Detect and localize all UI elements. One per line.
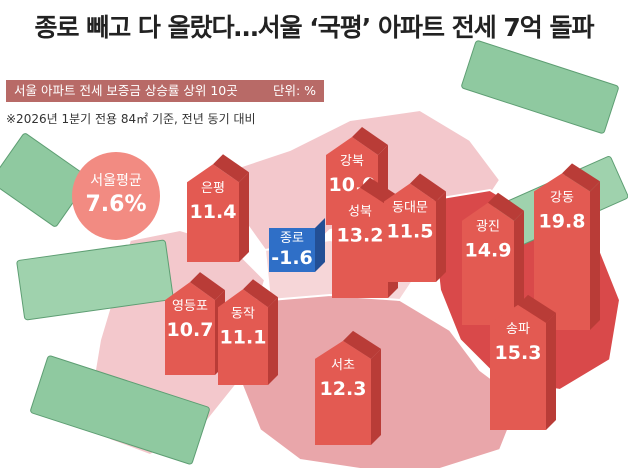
page-title: 종로 빼고 다 올랐다…서울 ‘국평’ 아파트 전세 7억 돌파 — [34, 13, 594, 42]
bar-광진: 광진 14.9 — [462, 192, 524, 325]
bar-front — [332, 187, 388, 298]
value-label: 12.3 — [320, 378, 367, 400]
bar-서초: 서초 12.3 — [315, 330, 381, 445]
seoul-average-value: 7.6% — [85, 192, 147, 217]
value-label: 11.5 — [387, 221, 434, 243]
bar-front — [315, 340, 371, 445]
footnote: ※2026년 1분기 전용 84㎡ 기준, 전년 동기 대비 — [6, 112, 256, 126]
bar-roof — [352, 127, 388, 155]
bar-side — [436, 191, 446, 282]
category-label: 종로 — [280, 231, 304, 246]
seoul-average-label: 서울평균 — [90, 173, 142, 189]
bar-송파: 송파 15.3 — [490, 294, 556, 430]
bar-side — [268, 297, 278, 385]
bar-front — [218, 289, 268, 385]
bar-동작: 동작 11.1 — [218, 279, 278, 385]
bar-side — [514, 210, 524, 325]
bar-강동: 강동 19.8 — [534, 163, 600, 330]
bar-side — [590, 181, 600, 330]
category-label: 은평 — [201, 181, 225, 196]
bar-side — [546, 312, 556, 430]
value-label: -1.6 — [271, 247, 313, 269]
bar-roof — [213, 154, 249, 183]
value-label: 11.1 — [220, 326, 267, 348]
category-label: 강동 — [550, 190, 574, 205]
bar-front — [269, 228, 315, 272]
bar-roof — [343, 330, 381, 359]
category-label: 성북 — [348, 205, 372, 220]
bar-동대문: 동대문 11.5 — [384, 173, 446, 282]
bar-side — [239, 172, 249, 262]
value-label: 11.4 — [190, 201, 237, 223]
value-label: 15.3 — [495, 342, 542, 364]
bar-front — [165, 282, 215, 375]
bar-roof — [243, 279, 278, 308]
category-label: 영등포 — [172, 299, 208, 314]
bar-종로: 종로-1.6 — [269, 218, 325, 272]
bar-front — [490, 304, 546, 430]
bar-front — [534, 173, 590, 330]
subtitle: 서울 아파트 전세 보증금 상승률 상위 10곳 — [14, 83, 238, 98]
bar-side — [371, 348, 381, 445]
category-label: 동대문 — [392, 201, 428, 216]
bar-side — [315, 218, 325, 272]
banknote — [16, 239, 174, 321]
bar-roof — [562, 163, 600, 192]
bar-roof — [488, 192, 524, 221]
bar-front — [384, 183, 436, 282]
bar-roof — [518, 294, 556, 323]
banknote — [461, 40, 619, 134]
category-label: 강북 — [340, 154, 364, 169]
banknote-decorations — [0, 40, 628, 465]
bar-roof — [190, 272, 225, 301]
banknote — [30, 355, 210, 465]
value-label: 19.8 — [539, 210, 586, 232]
subtitle-bar: 서울 아파트 전세 보증금 상승률 상위 10곳 단위: % — [6, 80, 324, 102]
category-label: 송파 — [506, 322, 530, 337]
value-label: 13.2 — [337, 225, 384, 247]
bar-은평: 은평 11.4 — [187, 154, 249, 262]
value-label: 10.7 — [167, 319, 214, 341]
bar-front — [462, 202, 514, 325]
category-label: 광진 — [476, 220, 500, 235]
bar-front — [187, 164, 239, 262]
value-label: 14.9 — [465, 240, 512, 262]
category-label: 동작 — [231, 306, 255, 321]
seoul-average-badge: 서울평균 7.6% — [72, 152, 160, 240]
bar-roof — [410, 173, 446, 202]
category-label: 서초 — [331, 358, 355, 373]
unit-label: 단위: % — [272, 83, 316, 98]
